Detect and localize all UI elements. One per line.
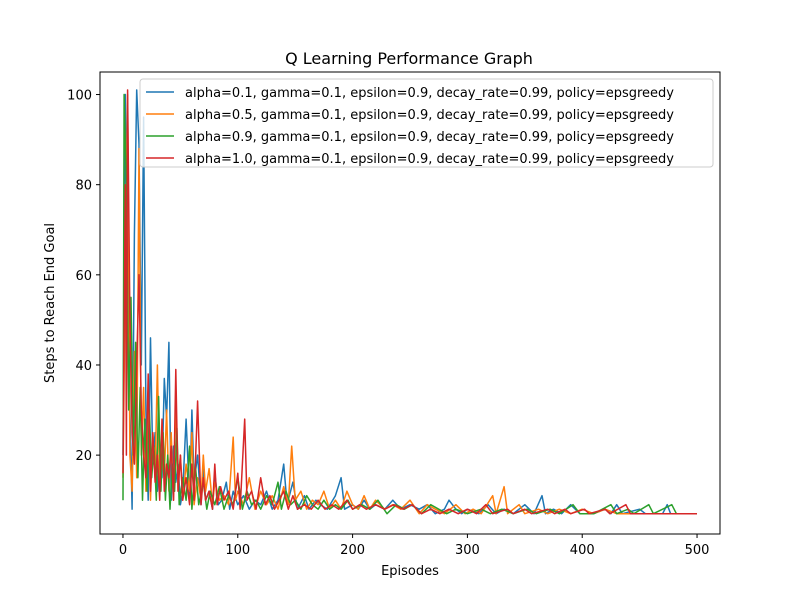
legend-box <box>139 78 714 168</box>
plot-lines <box>122 89 697 515</box>
x-tick-label: 200 <box>340 543 365 558</box>
y-tick-label: 40 <box>75 359 92 374</box>
chart-title: Q Learning Performance Graph <box>285 49 533 68</box>
y-tick-label: 80 <box>75 179 92 194</box>
x-tick-label: 0 <box>119 543 127 558</box>
y-tick-label: 60 <box>75 269 92 284</box>
y-tick-label: 100 <box>67 89 92 104</box>
legend-label-3: alpha=0.9, gamma=0.1, epsilon=0.9, decay… <box>185 130 674 145</box>
legend: alpha=0.1, gamma=0.1, epsilon=0.9, decay… <box>139 78 714 168</box>
x-tick-label: 500 <box>685 543 710 558</box>
x-tick-label: 400 <box>570 543 595 558</box>
legend-label-1: alpha=0.1, gamma=0.1, epsilon=0.9, decay… <box>185 86 674 101</box>
x-tick-label: 100 <box>225 543 250 558</box>
y-tick-label: 20 <box>75 449 92 464</box>
y-axis-label: Steps to Reach End Goal <box>43 223 58 383</box>
x-axis: 0 100 200 300 400 500 <box>119 534 710 558</box>
plot-frame <box>99 71 721 535</box>
x-tick-label: 300 <box>455 543 480 558</box>
y-axis: 20 40 60 80 100 <box>67 89 100 464</box>
legend-label-4: alpha=1.0, gamma=0.1, epsilon=0.9, decay… <box>185 152 674 167</box>
series-line-4 <box>122 89 697 515</box>
legend-label-2: alpha=0.5, gamma=0.1, epsilon=0.9, decay… <box>185 108 674 123</box>
x-axis-label: Episodes <box>381 564 439 579</box>
